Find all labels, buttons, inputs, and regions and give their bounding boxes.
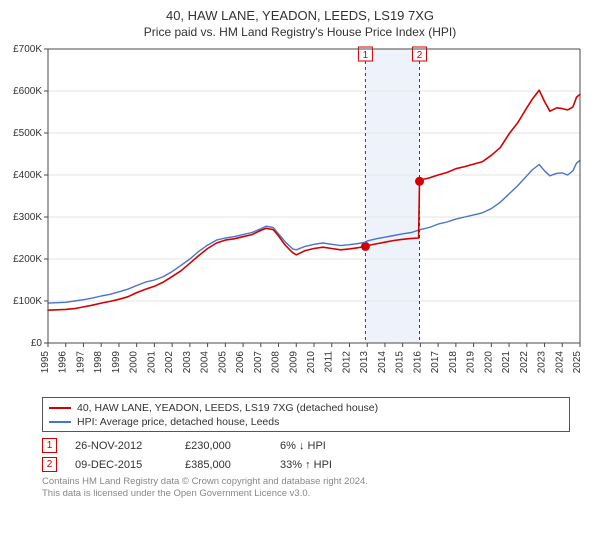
svg-text:£300K: £300K xyxy=(13,212,42,223)
svg-text:2017: 2017 xyxy=(430,351,441,374)
svg-text:2001: 2001 xyxy=(146,351,157,374)
svg-text:£600K: £600K xyxy=(13,86,42,97)
svg-text:£700K: £700K xyxy=(13,44,42,55)
svg-text:2000: 2000 xyxy=(129,351,140,374)
footnote-line: This data is licensed under the Open Gov… xyxy=(42,488,570,500)
svg-text:2021: 2021 xyxy=(501,351,512,374)
svg-text:2011: 2011 xyxy=(324,351,335,373)
line-chart: £0 £100K £200K £300K £400K £500K £600K £700K 199… xyxy=(0,43,600,393)
svg-text:2007: 2007 xyxy=(253,351,264,374)
svg-text:2004: 2004 xyxy=(200,351,211,374)
svg-text:£400K: £400K xyxy=(13,170,42,181)
svg-text:2018: 2018 xyxy=(448,351,459,374)
legend-swatch xyxy=(49,421,71,423)
sale-delta: 6% ↓ HPI xyxy=(280,440,390,452)
sale-delta: 33% ↑ HPI xyxy=(280,459,390,471)
sale-date: 09-DEC-2015 xyxy=(75,459,185,471)
svg-text:2024: 2024 xyxy=(554,351,565,374)
svg-text:2: 2 xyxy=(417,50,423,61)
svg-text:2015: 2015 xyxy=(395,351,406,374)
svg-text:2003: 2003 xyxy=(182,351,193,374)
legend-label: HPI: Average price, detached house, Leed… xyxy=(77,415,279,429)
svg-text:1995: 1995 xyxy=(40,351,51,374)
svg-text:2008: 2008 xyxy=(271,351,282,374)
svg-text:2016: 2016 xyxy=(412,351,423,374)
sale-date: 26-NOV-2012 xyxy=(75,440,185,452)
legend-row: 40, HAW LANE, YEADON, LEEDS, LS19 7XG (d… xyxy=(49,401,563,415)
svg-text:£500K: £500K xyxy=(13,128,42,139)
svg-text:£200K: £200K xyxy=(13,254,42,265)
svg-text:2023: 2023 xyxy=(537,351,548,374)
svg-text:1: 1 xyxy=(363,50,369,61)
svg-text:1998: 1998 xyxy=(93,351,104,374)
svg-text:2014: 2014 xyxy=(377,351,388,374)
svg-text:2010: 2010 xyxy=(306,351,317,374)
chart-title: 40, HAW LANE, YEADON, LEEDS, LS19 7XG xyxy=(0,0,600,23)
svg-text:2022: 2022 xyxy=(519,351,530,374)
svg-text:2020: 2020 xyxy=(483,351,494,374)
svg-text:1996: 1996 xyxy=(58,351,69,374)
svg-text:2009: 2009 xyxy=(288,351,299,374)
svg-text:2005: 2005 xyxy=(217,351,228,374)
legend-label: 40, HAW LANE, YEADON, LEEDS, LS19 7XG (d… xyxy=(77,401,378,415)
chart-container: £0 £100K £200K £300K £400K £500K £600K £700K 199… xyxy=(0,43,600,393)
svg-text:2013: 2013 xyxy=(359,351,370,374)
svg-text:2019: 2019 xyxy=(466,351,477,374)
svg-text:1999: 1999 xyxy=(111,351,122,374)
svg-text:£100K: £100K xyxy=(13,296,42,307)
svg-text:2025: 2025 xyxy=(572,351,583,374)
sales-list: 1 26-NOV-2012 £230,000 6% ↓ HPI 2 09-DEC… xyxy=(42,438,570,472)
legend: 40, HAW LANE, YEADON, LEEDS, LS19 7XG (d… xyxy=(42,397,570,432)
sale-row: 2 09-DEC-2015 £385,000 33% ↑ HPI xyxy=(42,457,570,472)
sale-marker-badge: 1 xyxy=(42,438,57,453)
svg-text:2012: 2012 xyxy=(341,351,352,374)
svg-text:1997: 1997 xyxy=(75,351,86,374)
footnote-line: Contains HM Land Registry data © Crown c… xyxy=(42,476,570,488)
sale-price: £230,000 xyxy=(185,440,280,452)
footnote: Contains HM Land Registry data © Crown c… xyxy=(42,476,570,500)
legend-swatch xyxy=(49,407,71,409)
sale-row: 1 26-NOV-2012 £230,000 6% ↓ HPI xyxy=(42,438,570,453)
svg-text:£0: £0 xyxy=(31,338,43,349)
svg-text:2006: 2006 xyxy=(235,351,246,374)
legend-row: HPI: Average price, detached house, Leed… xyxy=(49,415,563,429)
chart-subtitle: Price paid vs. HM Land Registry's House … xyxy=(0,23,600,43)
svg-text:2002: 2002 xyxy=(164,351,175,374)
sale-price: £385,000 xyxy=(185,459,280,471)
sale-marker-badge: 2 xyxy=(42,457,57,472)
